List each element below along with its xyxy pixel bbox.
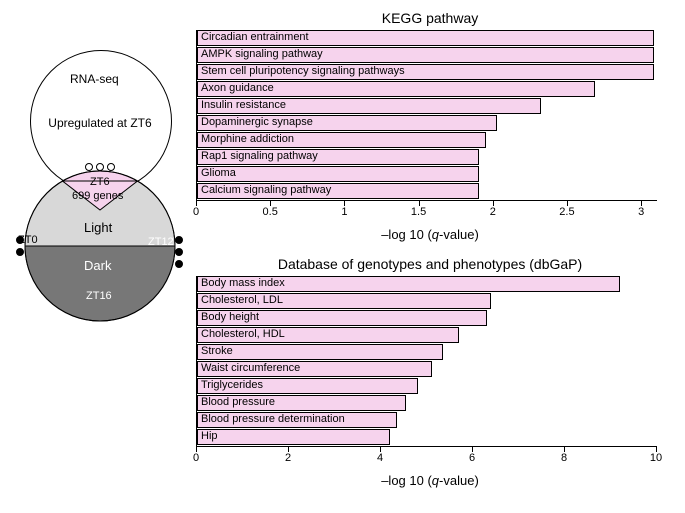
filled-dot-icon (16, 248, 24, 256)
tick-label: 4 (377, 452, 383, 464)
bar-row: Stem cell pluripotency signaling pathway… (197, 64, 657, 80)
bar (197, 429, 390, 445)
bar-label: Insulin resistance (201, 99, 286, 111)
bar-label: Circadian entrainment (201, 31, 309, 43)
bar-row: Morphine addiction (197, 132, 657, 148)
bar-row: AMPK signaling pathway (197, 47, 657, 63)
tick-label: 0 (193, 452, 199, 464)
bar-label: Stem cell pluripotency signaling pathway… (201, 65, 405, 77)
dbgap-x-label: –log 10 (q-value) (190, 473, 670, 488)
bar (197, 166, 479, 182)
tick-label: 1.5 (411, 206, 426, 218)
dbgap-chart: Database of genotypes and phenotypes (db… (190, 256, 670, 488)
kegg-x-label: –log 10 (q-value) (190, 227, 670, 242)
zt6-label: ZT6 (90, 176, 110, 188)
bar-row: Blood pressure (197, 395, 657, 411)
upregulated-label: Upregulated at ZT6 (40, 116, 160, 130)
bar-row: Calcium signaling pathway (197, 183, 657, 199)
bar-row: Blood pressure determination (197, 412, 657, 428)
zt12-label: ZT12 (148, 236, 174, 248)
filled-dot-icon (16, 236, 24, 244)
kegg-title: KEGG pathway (190, 10, 670, 26)
tick-label: 8 (561, 452, 567, 464)
bar-row: Cholesterol, LDL (197, 293, 657, 309)
bar-row: Glioma (197, 166, 657, 182)
tick-label: 3 (638, 206, 644, 218)
bar-row: Waist circumference (197, 361, 657, 377)
light-label: Light (84, 220, 112, 235)
bar-label: Stroke (201, 345, 233, 357)
filled-dot-icon (175, 236, 183, 244)
tick-label: 10 (650, 452, 662, 464)
tick-label: 2 (285, 452, 291, 464)
bar-label: Hip (201, 430, 218, 442)
dark-label: Dark (84, 258, 111, 273)
bar-row: Cholesterol, HDL (197, 327, 657, 343)
tick-label: 1 (341, 206, 347, 218)
bar-row: Stroke (197, 344, 657, 360)
bar-label: Dopaminergic synapse (201, 116, 313, 128)
tick-label: 0 (193, 206, 199, 218)
kegg-chart: KEGG pathway Circadian entrainment AMPK s… (190, 10, 670, 242)
bar-label: Waist circumference (201, 362, 300, 374)
filled-dot-icon (175, 248, 183, 256)
bar-row: Hip (197, 429, 657, 445)
bar-row: Dopaminergic synapse (197, 115, 657, 131)
bar-row: Triglycerides (197, 378, 657, 394)
tick-label: 2 (490, 206, 496, 218)
tick-label: 6 (469, 452, 475, 464)
rna-seq-label: RNA-seq (70, 72, 119, 86)
bar-label: Blood pressure (201, 396, 275, 408)
clock-circle: ZT6 699 genes Light Dark ZT0 ZT12 ZT16 (22, 168, 178, 324)
bar-label: Blood pressure determination (201, 413, 345, 425)
bar-label: Rap1 signaling pathway (201, 150, 318, 162)
filled-dot-icon (175, 260, 183, 268)
genes-count-label: 699 genes (72, 190, 123, 202)
bar-label: Body mass index (201, 277, 285, 289)
bar-label: Triglycerides (201, 379, 263, 391)
bar-row: Insulin resistance (197, 98, 657, 114)
dbgap-title: Database of genotypes and phenotypes (db… (190, 256, 670, 272)
bar-label: AMPK signaling pathway (201, 48, 323, 60)
bar-row: Axon guidance (197, 81, 657, 97)
tick-label: 0.5 (263, 206, 278, 218)
bar-row: Body mass index (197, 276, 657, 292)
bar-row: Rap1 signaling pathway (197, 149, 657, 165)
zt16-label: ZT16 (86, 290, 112, 302)
bar-label: Body height (201, 311, 259, 323)
bar-label: Glioma (201, 167, 236, 179)
bar-label: Axon guidance (201, 82, 274, 94)
bar-label: Calcium signaling pathway (201, 184, 331, 196)
bar (197, 344, 443, 360)
bar-row: Circadian entrainment (197, 30, 657, 46)
bar-label: Morphine addiction (201, 133, 294, 145)
tick-label: 2.5 (559, 206, 574, 218)
bar-label: Cholesterol, HDL (201, 328, 285, 340)
bar-label: Cholesterol, LDL (201, 294, 283, 306)
bar-row: Body height (197, 310, 657, 326)
